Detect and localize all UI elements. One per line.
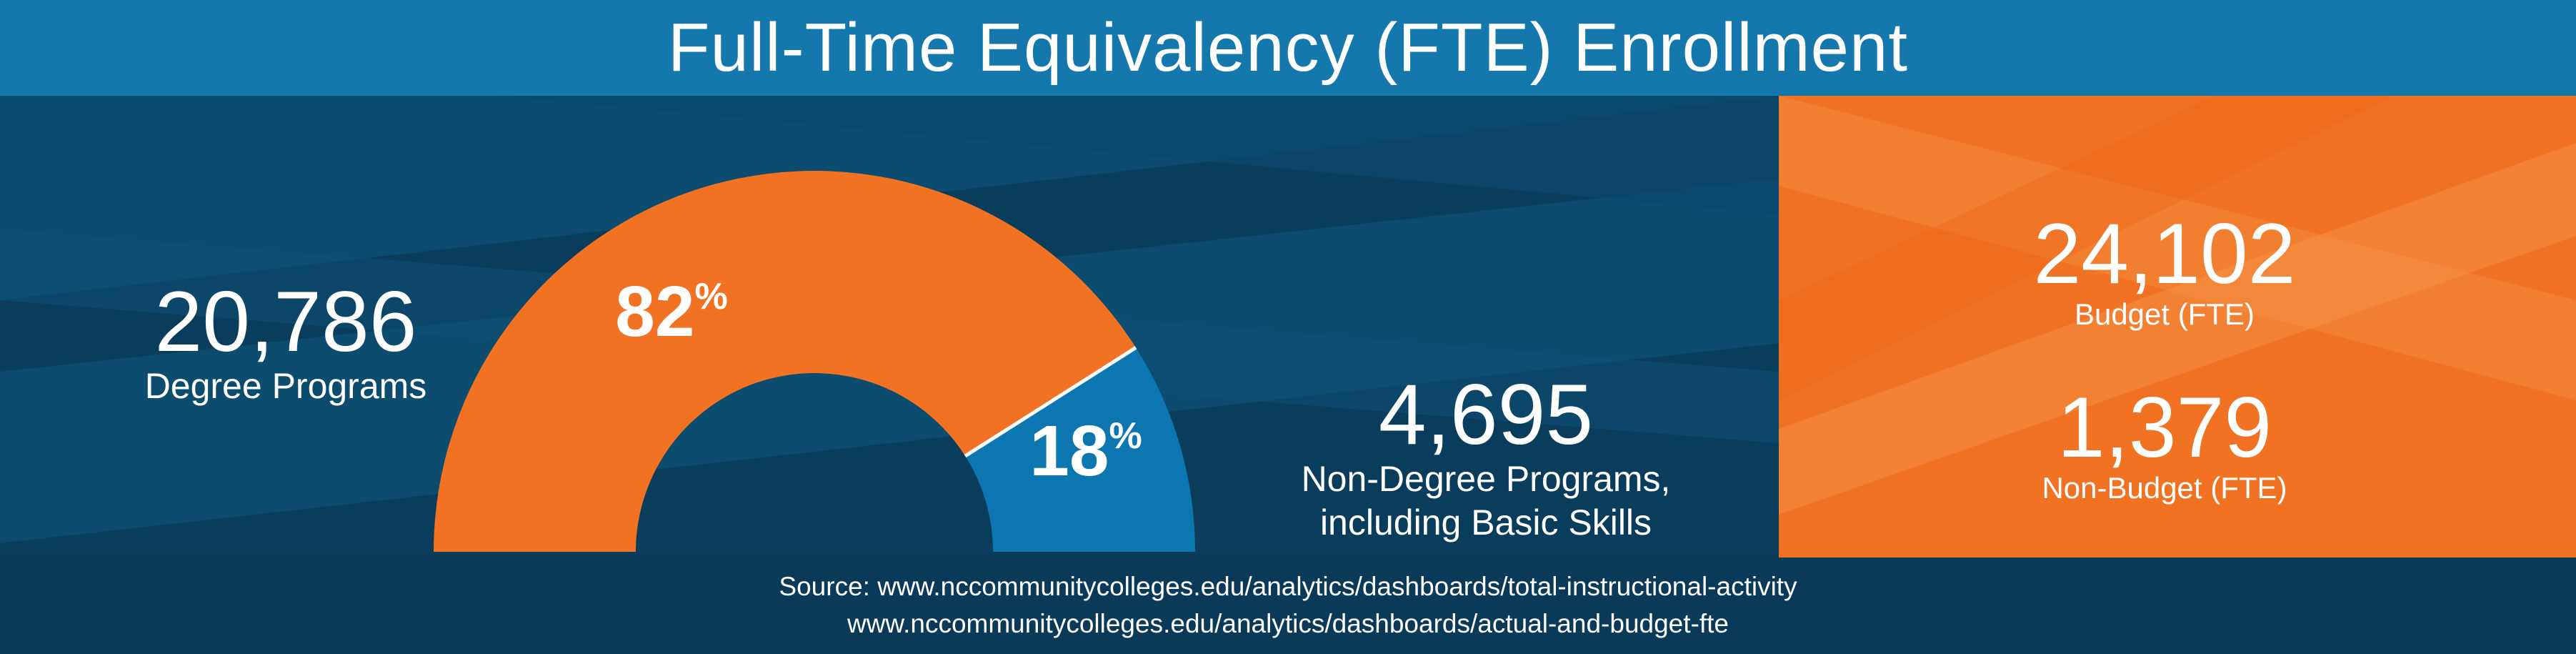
degree-programs-value: 20,786	[154, 274, 417, 370]
degree-programs-stat: 20,786 Degree Programs	[107, 279, 464, 408]
donut-slice-degree	[434, 171, 1137, 553]
source-line-2: www.nccommunitycolleges.edu/analytics/da…	[847, 608, 1729, 638]
non-degree-programs-label-line1: Non-Degree Programs,	[1301, 459, 1671, 499]
non-degree-programs-stat: 4,695 Non-Degree Programs, including Bas…	[1257, 372, 1714, 545]
donut-divider	[964, 346, 1137, 458]
header-bar	[0, 0, 2576, 96]
non-degree-programs-value: 4,695	[1378, 367, 1594, 462]
donut-chart: 82% 18%	[434, 171, 1195, 553]
donut-label-non-degree: 18%	[1029, 411, 1142, 491]
degree-programs-label: Degree Programs	[144, 366, 427, 406]
budget-fte-value: 24,102	[2033, 206, 2296, 302]
source-line-1: Source: www.nccommunitycolleges.edu/anal…	[779, 572, 1797, 601]
non-degree-programs-label-line2: including Basic Skills	[1319, 502, 1652, 542]
non-budget-fte-stat: 1,379 Non-Budget (FTE)	[2000, 385, 2329, 506]
donut-label-degree: 82%	[615, 272, 727, 352]
source-note: Source: www.nccommunitycolleges.edu/anal…	[0, 568, 2576, 643]
donut-slice-non-degree	[965, 347, 1195, 552]
page-title: Full-Time Equivalency (FTE) Enrollment	[667, 9, 1909, 86]
budget-fte-label: Budget (FTE)	[2074, 297, 2255, 331]
non-budget-fte-value: 1,379	[2057, 380, 2272, 475]
non-budget-fte-label: Non-Budget (FTE)	[2042, 471, 2287, 505]
budget-fte-stat: 24,102 Budget (FTE)	[2000, 211, 2329, 332]
